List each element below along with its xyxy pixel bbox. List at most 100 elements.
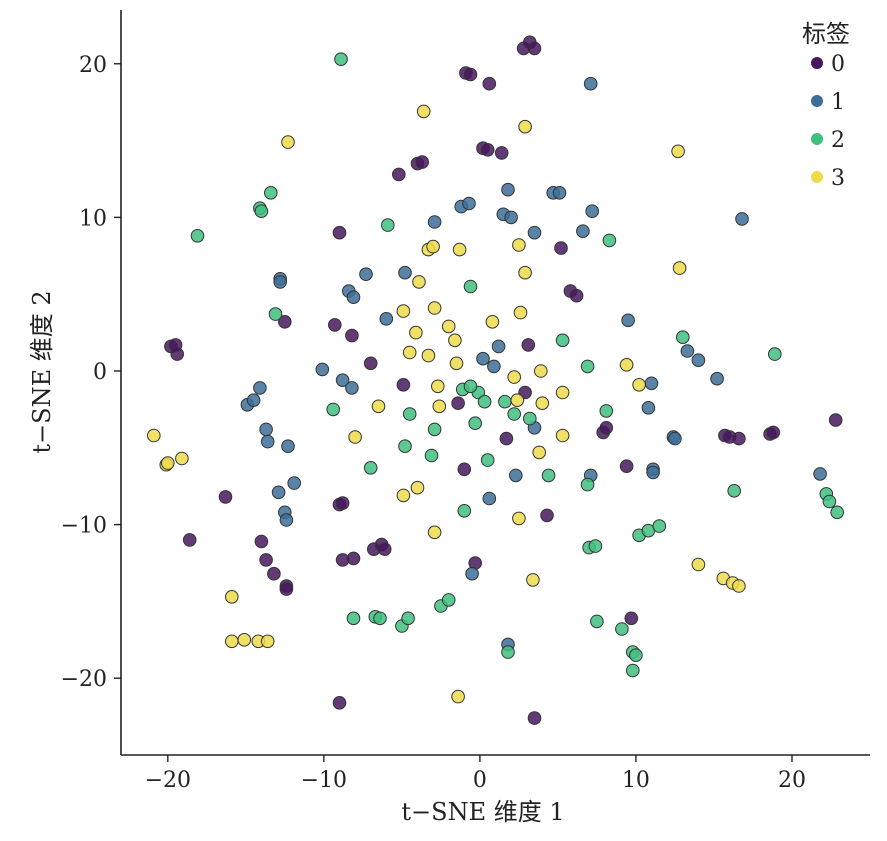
x-tick-label: −20 bbox=[145, 768, 191, 793]
data-point-label-3 bbox=[513, 305, 528, 320]
data-point-label-1 bbox=[462, 196, 476, 211]
data-point-label-1 bbox=[315, 362, 330, 377]
data-point-label-1 bbox=[487, 359, 501, 374]
legend-marker-2 bbox=[811, 133, 823, 145]
data-point-label-1 bbox=[398, 265, 412, 280]
data-point-label-1 bbox=[273, 275, 288, 289]
data-point-label-3 bbox=[485, 315, 500, 329]
data-point-label-3 bbox=[555, 428, 570, 443]
legend-items: 0 1 2 3 bbox=[811, 52, 845, 191]
data-point-label-3 bbox=[448, 333, 462, 348]
data-point-label-1 bbox=[583, 76, 598, 91]
data-point-label-0 bbox=[328, 318, 342, 332]
data-point-label-2 bbox=[268, 307, 283, 321]
data-point-label-3 bbox=[452, 242, 467, 257]
data-point-label-0 bbox=[170, 347, 184, 361]
data-point-label-0 bbox=[396, 378, 411, 392]
data-point-label-3 bbox=[512, 238, 526, 252]
data-point-label-3 bbox=[431, 379, 445, 394]
legend-title: 标签 bbox=[802, 20, 850, 48]
legend-label-3: 3 bbox=[831, 166, 845, 191]
data-point-label-2 bbox=[588, 539, 603, 553]
x-tick-label: 10 bbox=[622, 768, 650, 793]
data-point-label-2 bbox=[190, 229, 205, 243]
data-point-label-2 bbox=[676, 330, 690, 345]
data-point-label-0 bbox=[254, 534, 269, 549]
data-point-label-1 bbox=[253, 381, 267, 395]
data-point-label-0 bbox=[527, 41, 542, 56]
data-point-label-3 bbox=[632, 378, 646, 392]
data-point-label-3 bbox=[409, 325, 423, 340]
data-point-label-0 bbox=[828, 413, 843, 427]
y-tick-label: −10 bbox=[61, 514, 107, 539]
x-tick-label: −10 bbox=[301, 768, 347, 793]
data-point-label-3 bbox=[619, 358, 634, 372]
data-point-label-0 bbox=[415, 155, 430, 169]
data-point-label-2 bbox=[615, 622, 629, 636]
legend-marker-0 bbox=[811, 57, 823, 69]
data-point-label-1 bbox=[482, 491, 497, 506]
data-point-label-0 bbox=[332, 696, 347, 710]
data-point-label-3 bbox=[535, 396, 550, 411]
data-point-label-2 bbox=[768, 347, 782, 361]
data-point-label-3 bbox=[672, 261, 687, 275]
data-point-label-0 bbox=[499, 431, 514, 446]
data-point-label-2 bbox=[326, 402, 341, 417]
data-point-label-3 bbox=[427, 301, 442, 315]
data-point-label-3 bbox=[555, 385, 570, 400]
data-point-label-1 bbox=[576, 224, 590, 238]
data-point-label-0 bbox=[259, 553, 273, 567]
data-point-label-1 bbox=[260, 434, 275, 449]
data-point-label-0 bbox=[599, 421, 614, 435]
data-point-label-2 bbox=[498, 394, 512, 409]
legend-label-0: 0 bbox=[831, 52, 845, 77]
data-point-label-0 bbox=[480, 143, 495, 157]
legend-label-1: 1 bbox=[831, 90, 845, 115]
data-point-label-1 bbox=[271, 485, 286, 500]
data-point-label-1 bbox=[279, 513, 294, 527]
data-point-label-1 bbox=[527, 225, 542, 240]
data-point-label-3 bbox=[371, 399, 386, 414]
y-tick-label: 20 bbox=[79, 53, 107, 78]
data-point-label-2 bbox=[541, 468, 556, 483]
data-point-label-3 bbox=[518, 119, 532, 134]
data-point-label-0 bbox=[335, 496, 350, 510]
data-point-label-0 bbox=[278, 315, 292, 329]
data-point-label-0 bbox=[527, 711, 542, 725]
data-point-label-3 bbox=[671, 144, 685, 159]
y-axis-ticks: −20 −10 0 10 20 bbox=[61, 53, 121, 692]
data-point-label-1 bbox=[735, 212, 749, 226]
data-point-label-0 bbox=[345, 328, 359, 343]
data-point-label-2 bbox=[401, 611, 415, 626]
data-point-label-1 bbox=[359, 267, 373, 282]
data-point-label-0 bbox=[766, 425, 781, 440]
data-point-label-1 bbox=[585, 204, 600, 218]
data-point-label-3 bbox=[396, 304, 411, 318]
data-point-label-2 bbox=[555, 333, 570, 348]
data-point-label-0 bbox=[451, 396, 465, 411]
data-point-label-3 bbox=[225, 634, 239, 649]
x-tick-label: 20 bbox=[778, 768, 806, 793]
data-point-label-2 bbox=[463, 379, 478, 394]
data-point-label-0 bbox=[554, 241, 568, 255]
data-point-label-0 bbox=[363, 356, 378, 371]
legend-marker-1 bbox=[811, 95, 823, 107]
y-tick-label: −20 bbox=[61, 667, 107, 692]
y-axis-label: t−SNE 维度 2 bbox=[28, 290, 56, 453]
data-point-label-2 bbox=[373, 611, 387, 626]
data-point-label-3 bbox=[421, 348, 436, 363]
data-point-label-2 bbox=[334, 52, 348, 67]
data-point-label-1 bbox=[379, 312, 394, 326]
data-point-label-1 bbox=[281, 439, 295, 454]
data-point-label-0 bbox=[218, 490, 233, 504]
data-point-label-3 bbox=[449, 356, 464, 371]
legend-marker-3 bbox=[811, 171, 823, 183]
data-point-label-3 bbox=[410, 480, 425, 495]
legend-label-2: 2 bbox=[831, 128, 845, 153]
data-point-label-3 bbox=[510, 393, 525, 408]
data-point-label-2 bbox=[381, 218, 395, 232]
data-point-label-0 bbox=[377, 542, 392, 557]
data-point-label-0 bbox=[392, 167, 406, 182]
data-point-label-2 bbox=[346, 611, 361, 626]
